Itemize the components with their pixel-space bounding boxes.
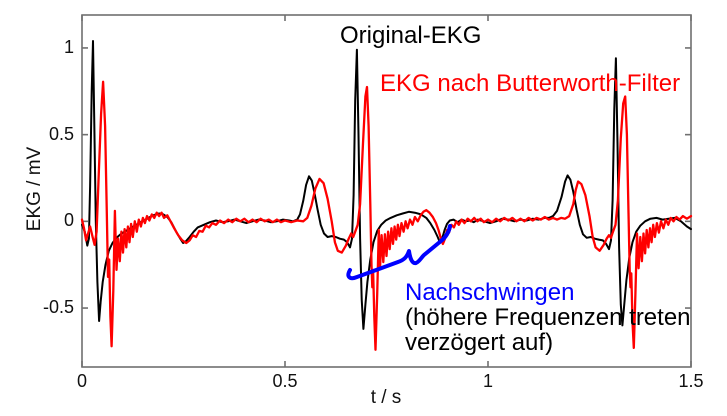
nachschwingen-note-line1: (höhere Frequenzen treten [405,304,691,331]
legend-original-ekg: Original-EKG [340,22,482,49]
x-axis-label: t / s [370,387,402,408]
plot-frame [81,14,692,368]
nachschwingen-annotation: Nachschwingen (höhere Frequenzen treten … [405,280,691,355]
series-lines [80,40,693,351]
y-axis-label: EKG / mV [24,146,45,232]
legend-butterworth-filter: EKG nach Butterworth-Filter [380,70,681,97]
nachschwingen-label: Nachschwingen [405,279,575,306]
series-ekg-nach-butterworth-filter [80,80,693,351]
nachschwingen-note-line2: verzögert auf) [405,329,554,356]
nachschwingen-brace-icon [346,224,452,281]
